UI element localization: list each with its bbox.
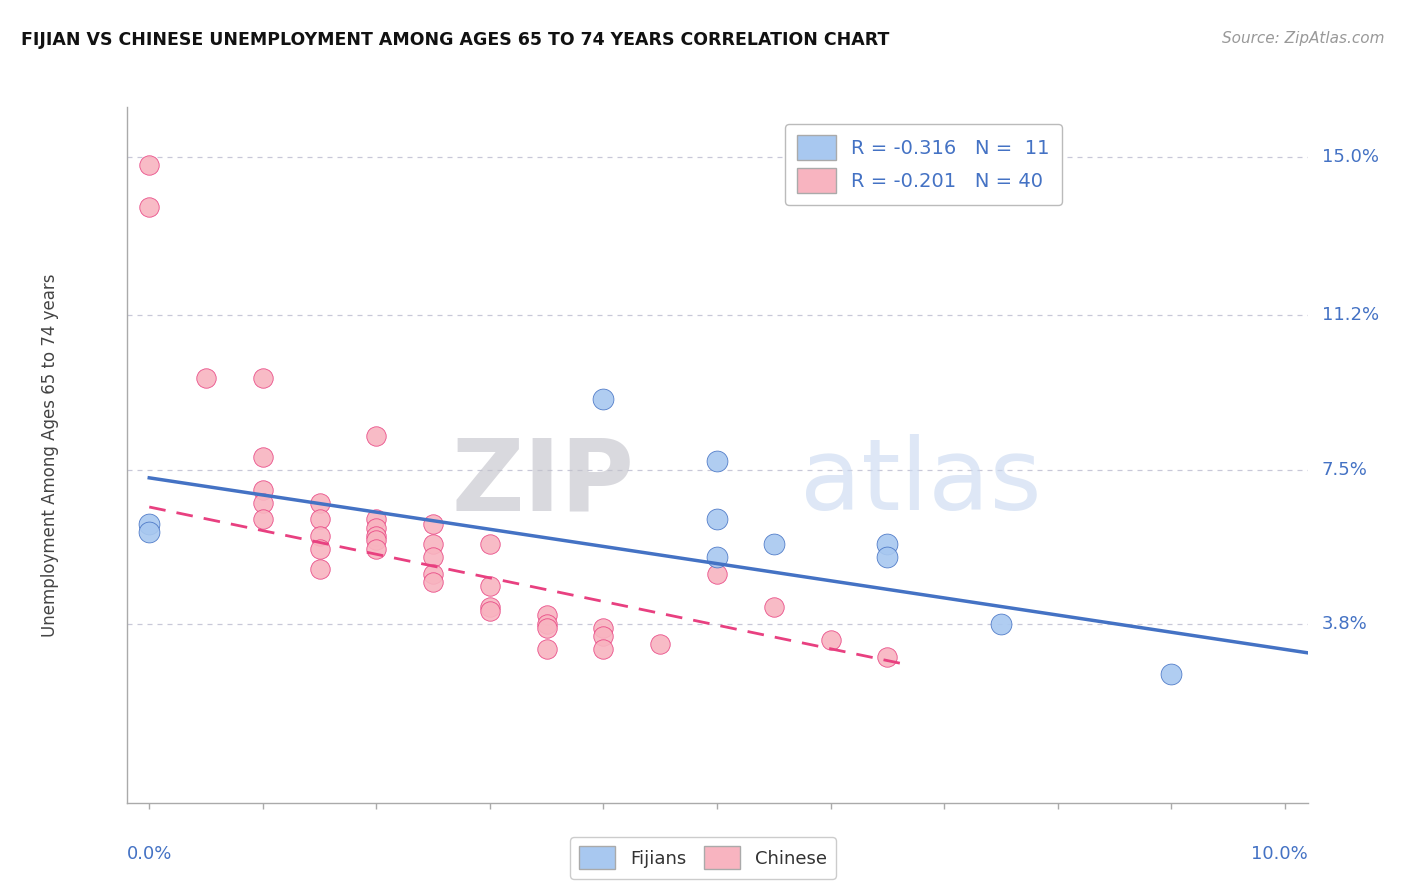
Text: 7.5%: 7.5% xyxy=(1322,460,1368,478)
Text: 10.0%: 10.0% xyxy=(1251,845,1308,863)
Legend: Fijians, Chinese: Fijians, Chinese xyxy=(571,838,835,879)
Legend: R = -0.316   N =  11, R = -0.201   N = 40: R = -0.316 N = 11, R = -0.201 N = 40 xyxy=(786,124,1062,205)
Text: 11.2%: 11.2% xyxy=(1322,306,1379,325)
Text: ZIP: ZIP xyxy=(451,434,634,532)
Text: Unemployment Among Ages 65 to 74 years: Unemployment Among Ages 65 to 74 years xyxy=(41,273,59,637)
Text: FIJIAN VS CHINESE UNEMPLOYMENT AMONG AGES 65 TO 74 YEARS CORRELATION CHART: FIJIAN VS CHINESE UNEMPLOYMENT AMONG AGE… xyxy=(21,31,890,49)
Text: 3.8%: 3.8% xyxy=(1322,615,1368,632)
Text: atlas: atlas xyxy=(800,434,1042,532)
Text: Source: ZipAtlas.com: Source: ZipAtlas.com xyxy=(1222,31,1385,46)
Text: 15.0%: 15.0% xyxy=(1322,148,1379,166)
Text: 0.0%: 0.0% xyxy=(127,845,172,863)
